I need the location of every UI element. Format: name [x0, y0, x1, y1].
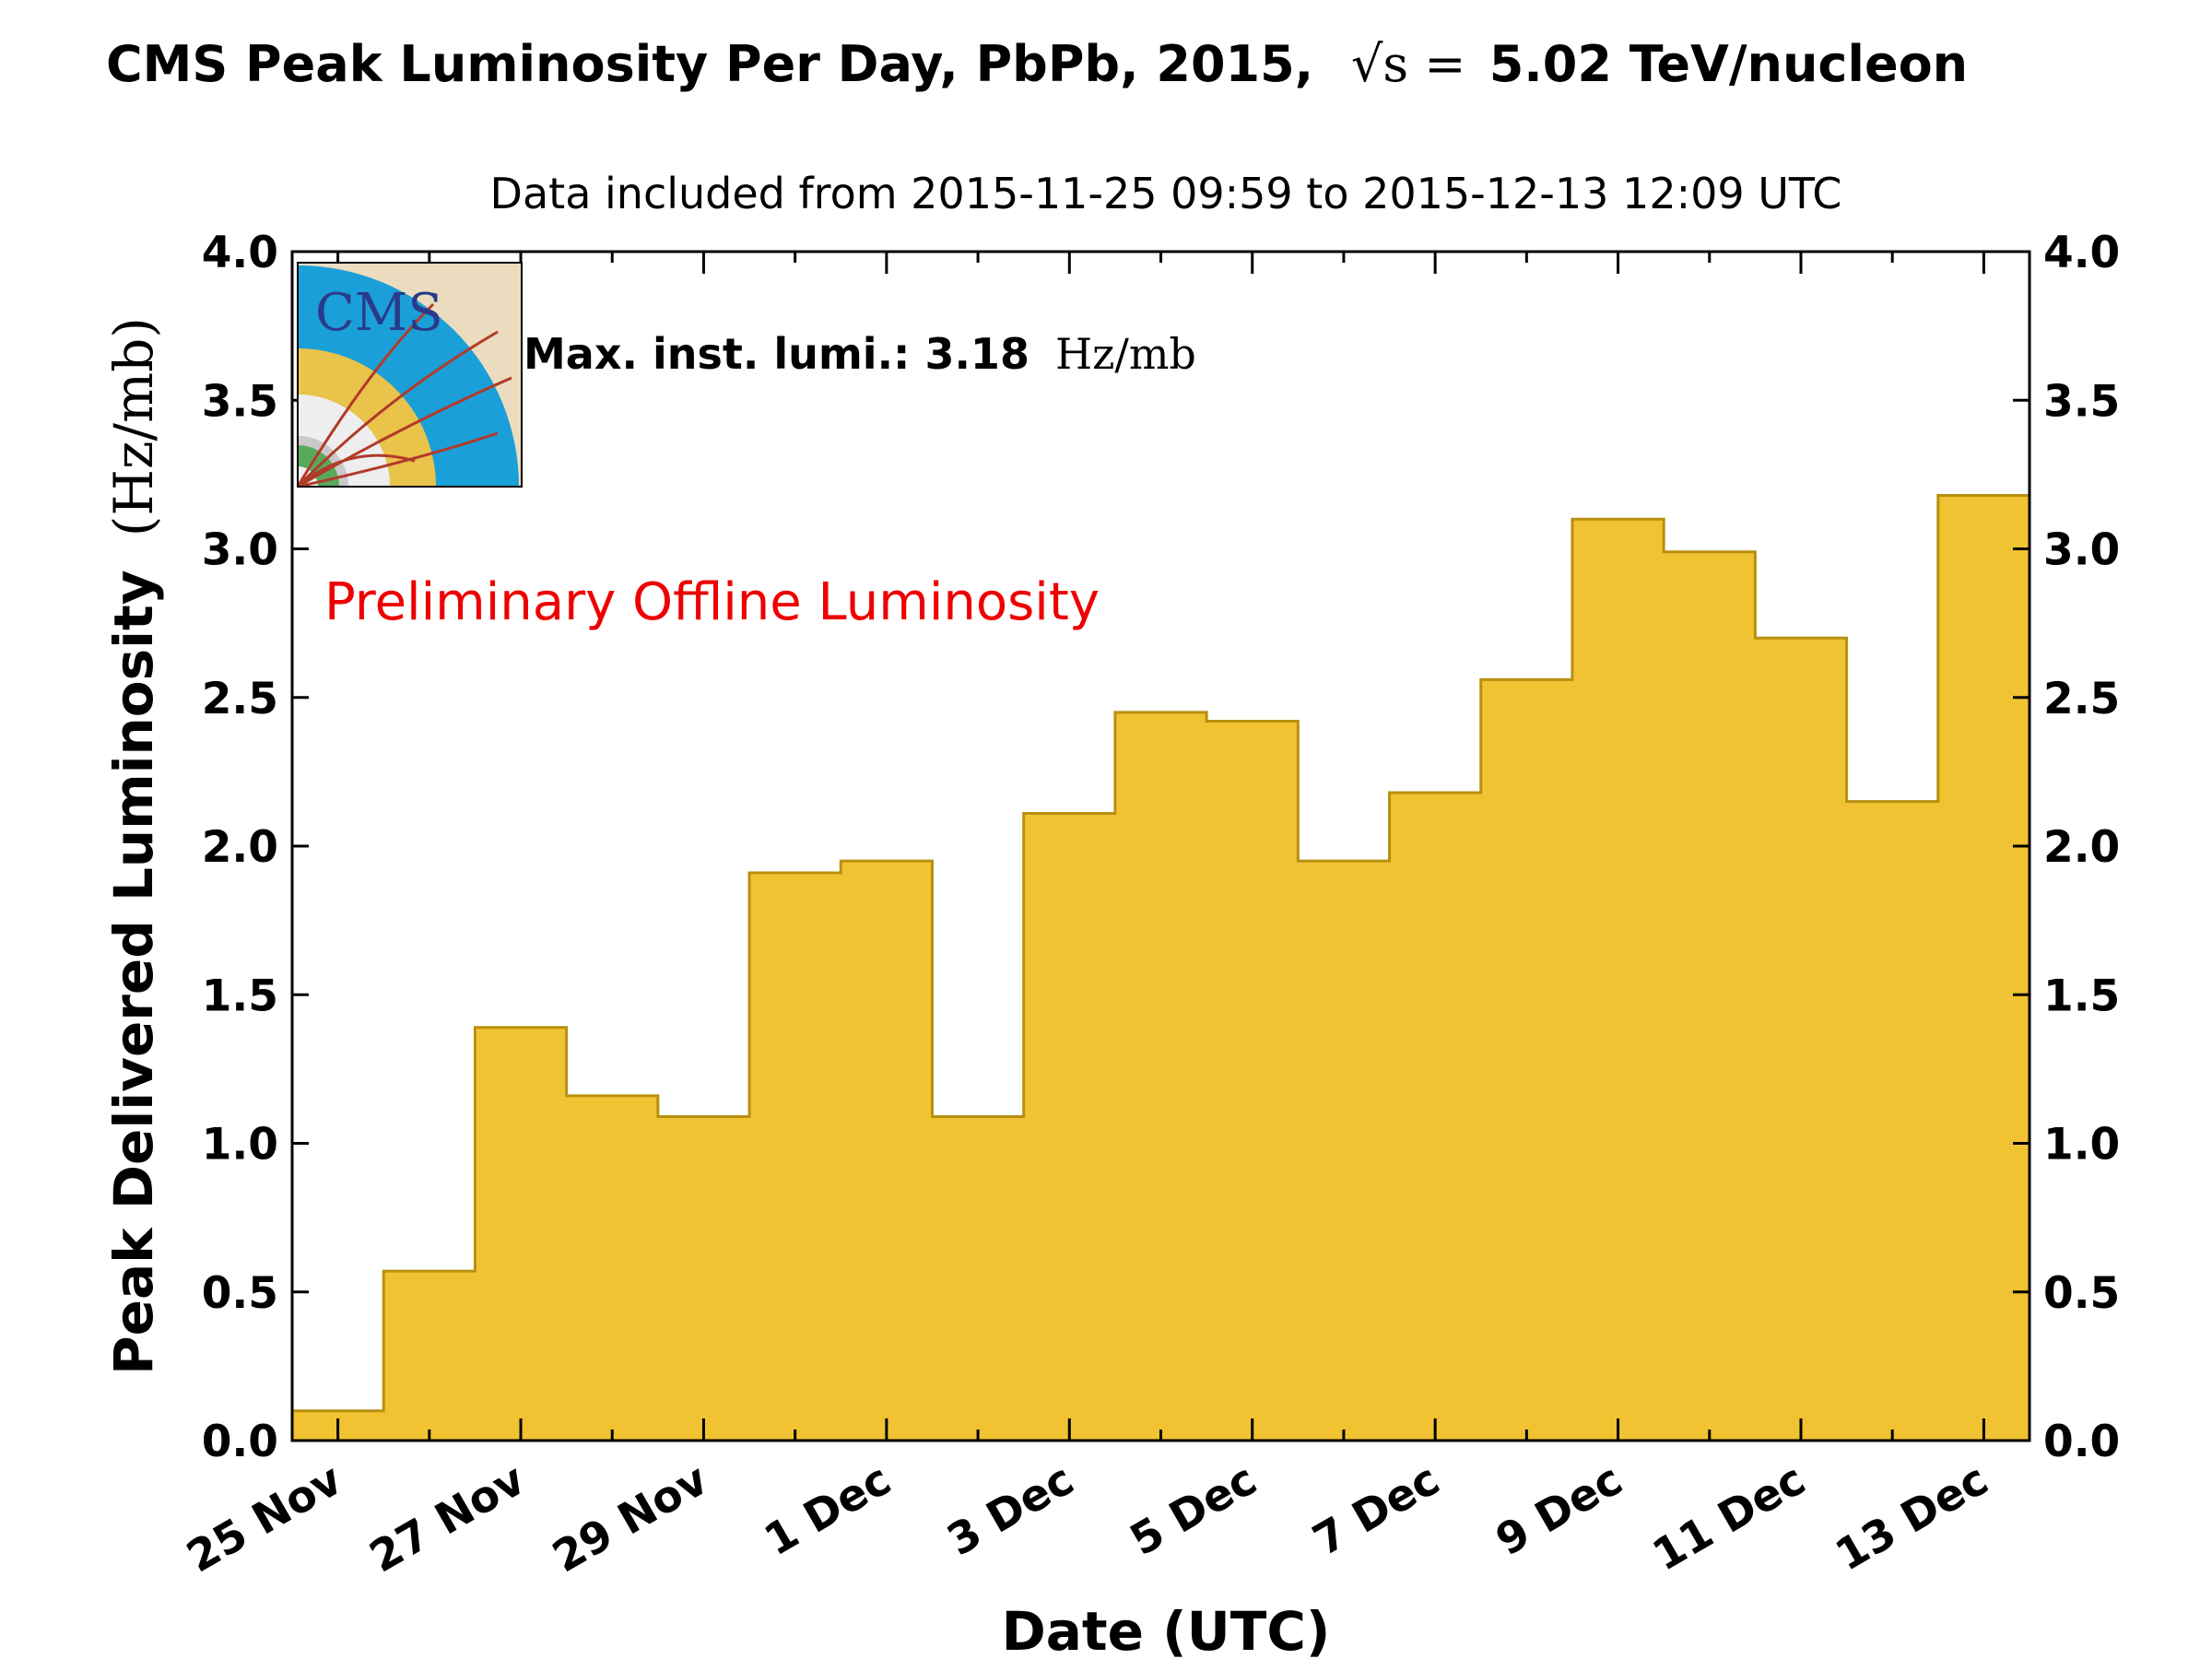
preliminary-label: Preliminary Offline Luminosity — [324, 572, 1100, 632]
y-tick-label-left: 1.5 — [202, 971, 278, 1021]
bar-2015-12-01 — [841, 861, 934, 1441]
y-tick-label-left: 1.0 — [202, 1120, 278, 1171]
bar-2015-11-30 — [749, 873, 841, 1441]
y-tick-label-right: 0.5 — [2043, 1268, 2120, 1319]
x-axis-label: Date (UTC) — [1002, 1600, 1331, 1659]
bar-2015-12-05 — [1206, 721, 1299, 1441]
bar-2015-12-07 — [1389, 792, 1482, 1441]
y-tick-label-left: 0.0 — [202, 1417, 278, 1467]
bar-2015-12-06 — [1298, 861, 1391, 1441]
y-tick-label-right: 1.5 — [2043, 971, 2120, 1021]
y-tick-label-left: 0.5 — [202, 1268, 278, 1319]
y-ticks-left: 0.0 0.5 1.0 1.5 2.0 2.5 3.0 3.5 4.0 — [202, 228, 309, 1467]
y-tick-label-left: 2.0 — [202, 822, 278, 873]
y-tick-label-right: 3.5 — [2043, 376, 2120, 427]
y-tick-label-left: 4.0 — [202, 228, 278, 278]
cms-logo-text: CMS — [315, 283, 443, 343]
bar-2015-12-09 — [1571, 519, 1665, 1441]
bar-2015-12-04 — [1114, 712, 1207, 1441]
bar-2015-11-29 — [657, 1116, 750, 1441]
y-tick-label-right: 2.0 — [2043, 822, 2120, 873]
cms-logo-icon: CMS — [297, 262, 523, 488]
y-tick-label-right: 1.0 — [2043, 1120, 2120, 1171]
bar-2015-12-13 — [1937, 495, 2030, 1441]
x-tick-label: 5 Dec — [1122, 1454, 1265, 1567]
x-tick-label: 1 Dec — [756, 1454, 900, 1567]
y-tick-label-right: 2.5 — [2043, 674, 2120, 724]
y-tick-label-left: 3.0 — [202, 525, 278, 576]
bar-2015-11-27 — [475, 1027, 568, 1441]
chart-subtitle: Data included from 2015-11-25 09:59 to 2… — [490, 169, 1842, 218]
x-tick-label: 11 Dec — [1644, 1454, 1814, 1582]
x-tick-label: 7 Dec — [1305, 1454, 1449, 1567]
x-tick-label: 13 Dec — [1828, 1454, 1997, 1582]
bar-2015-11-28 — [566, 1095, 659, 1441]
y-axis-label: Peak Delivered Luminosity (Hz/mb) — [102, 317, 165, 1375]
max-annotation: Max. inst. lumi.: 3.18 Hz/mb — [524, 329, 1196, 379]
bar-2015-12-11 — [1755, 638, 1848, 1441]
bar-2015-12-08 — [1480, 679, 1573, 1441]
bar-2015-12-10 — [1664, 551, 1756, 1441]
y-ticks-right: 0.0 0.5 1.0 1.5 2.0 2.5 3.0 3.5 4.0 — [2013, 228, 2120, 1467]
y-tick-label-right: 0.0 — [2043, 1417, 2120, 1467]
bar-2015-12-12 — [1846, 801, 1939, 1441]
bar-2015-12-02 — [932, 1116, 1025, 1441]
x-tick-label: 29 Nov — [545, 1454, 717, 1583]
bar-2015-11-26 — [383, 1271, 477, 1441]
y-tick-label-left: 3.5 — [202, 376, 278, 427]
x-tick-label: 25 Nov — [179, 1454, 351, 1583]
bars-group — [290, 493, 2031, 1441]
y-tick-label-left: 2.5 — [202, 674, 278, 724]
plot-frame — [290, 250, 2031, 1442]
x-tick-label: 27 Nov — [361, 1454, 534, 1583]
y-tick-label-right: 3.0 — [2043, 525, 2120, 576]
x-tick-label: 3 Dec — [939, 1454, 1083, 1567]
bars-outline — [290, 493, 2031, 1441]
y-tick-label-right: 4.0 — [2043, 228, 2120, 278]
bar-2015-12-03 — [1023, 813, 1116, 1441]
chart-title: CMS Peak Luminosity Per Day, PbPb, 2015,… — [106, 35, 1968, 93]
x-tick-label: 9 Dec — [1488, 1454, 1631, 1567]
